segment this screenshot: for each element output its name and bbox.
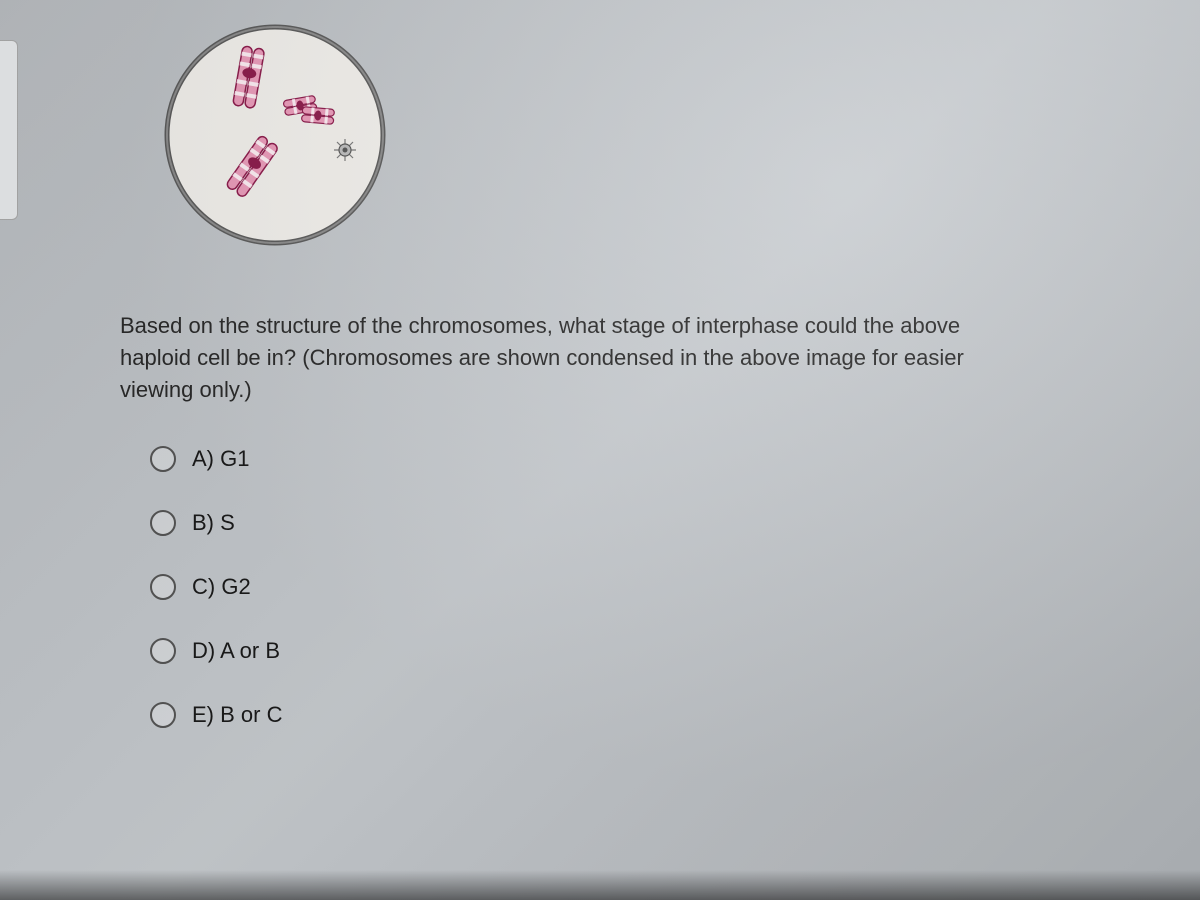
options-list: A) G1 B) S C) G2 D) A or B E) B or C bbox=[120, 446, 1120, 728]
question-text: Based on the structure of the chromosome… bbox=[120, 310, 1000, 406]
radio-icon[interactable] bbox=[150, 638, 176, 664]
bottom-shadow bbox=[0, 870, 1200, 900]
radio-icon[interactable] bbox=[150, 446, 176, 472]
cell-svg bbox=[160, 20, 390, 250]
question-content: Based on the structure of the chromosome… bbox=[120, 20, 1120, 766]
option-c[interactable]: C) G2 bbox=[150, 574, 1120, 600]
option-label: C) G2 bbox=[192, 574, 251, 600]
radio-icon[interactable] bbox=[150, 702, 176, 728]
cell-diagram bbox=[160, 20, 390, 250]
option-d[interactable]: D) A or B bbox=[150, 638, 1120, 664]
radio-icon[interactable] bbox=[150, 510, 176, 536]
option-label: E) B or C bbox=[192, 702, 282, 728]
centrosome bbox=[334, 139, 356, 161]
left-edge-tab bbox=[0, 40, 18, 220]
option-label: B) S bbox=[192, 510, 235, 536]
radio-icon[interactable] bbox=[150, 574, 176, 600]
option-e[interactable]: E) B or C bbox=[150, 702, 1120, 728]
option-b[interactable]: B) S bbox=[150, 510, 1120, 536]
option-label: A) G1 bbox=[192, 446, 249, 472]
option-label: D) A or B bbox=[192, 638, 280, 664]
option-a[interactable]: A) G1 bbox=[150, 446, 1120, 472]
